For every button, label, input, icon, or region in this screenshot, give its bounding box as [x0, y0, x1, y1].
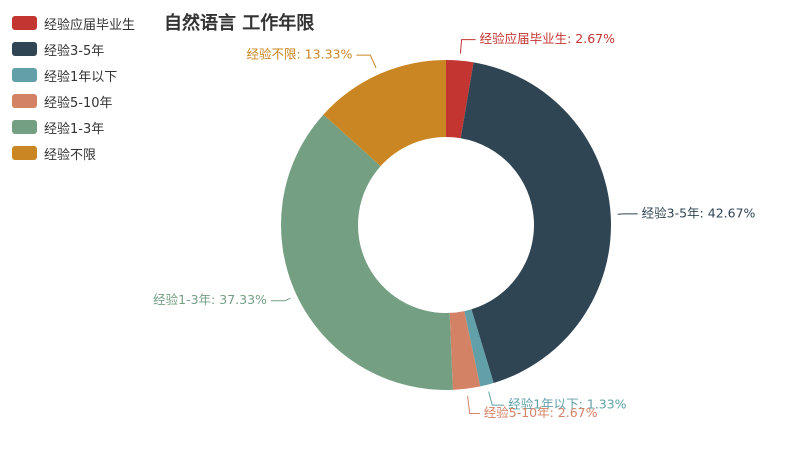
legend-swatch	[12, 42, 37, 56]
legend-item[interactable]: 经验1年以下	[12, 62, 135, 88]
legend-swatch	[12, 68, 37, 82]
legend-swatch	[12, 94, 37, 108]
chart-title: 自然语言 工作年限	[164, 13, 315, 34]
pie-slice[interactable]	[460, 62, 612, 383]
slice-label: 经验1-3年: 37.33%	[153, 292, 267, 307]
legend-swatch	[12, 16, 37, 30]
legend-label: 经验不限	[44, 147, 97, 163]
pie-slice[interactable]	[281, 114, 453, 390]
slice-label: 经验不限: 13.33%	[247, 47, 353, 62]
slice-label: 经验应届毕业生: 2.67%	[480, 31, 616, 46]
legend-label: 经验1-3年	[44, 121, 105, 137]
legend-item[interactable]: 经验不限	[12, 140, 135, 166]
legend-label: 经验5-10年	[44, 95, 113, 111]
label-leader-line	[459, 39, 476, 54]
legend-item[interactable]: 经验5-10年	[12, 88, 135, 114]
legend-label: 经验应届毕业生	[44, 17, 136, 33]
pie-slice[interactable]	[464, 309, 494, 387]
legend-label: 经验3-5年	[44, 43, 105, 59]
legend-item[interactable]: 经验应届毕业生	[12, 10, 135, 36]
pie-slice[interactable]	[323, 60, 446, 167]
label-leader-line	[488, 391, 505, 406]
legend-swatch	[12, 146, 37, 160]
legend-swatch	[12, 120, 37, 134]
label-leader-line	[467, 395, 480, 415]
legend-label: 经验1年以下	[44, 69, 118, 85]
legend-item[interactable]: 经验1-3年	[12, 114, 135, 140]
pie-slice[interactable]	[449, 311, 481, 390]
slice-label: 经验1年以下: 1.33%	[508, 397, 626, 412]
slice-label: 经验5-10年: 2.67%	[484, 405, 598, 420]
pie-slice[interactable]	[446, 60, 474, 139]
legend: 经验应届毕业生 经验3-5年 经验1年以下 经验5-10年 经验1-3年 经验不限	[12, 10, 135, 166]
label-leader-line	[356, 54, 377, 69]
legend-item[interactable]: 经验3-5年	[12, 36, 135, 62]
slice-label: 经验3-5年: 42.67%	[642, 205, 756, 220]
label-leader-line	[270, 297, 291, 302]
